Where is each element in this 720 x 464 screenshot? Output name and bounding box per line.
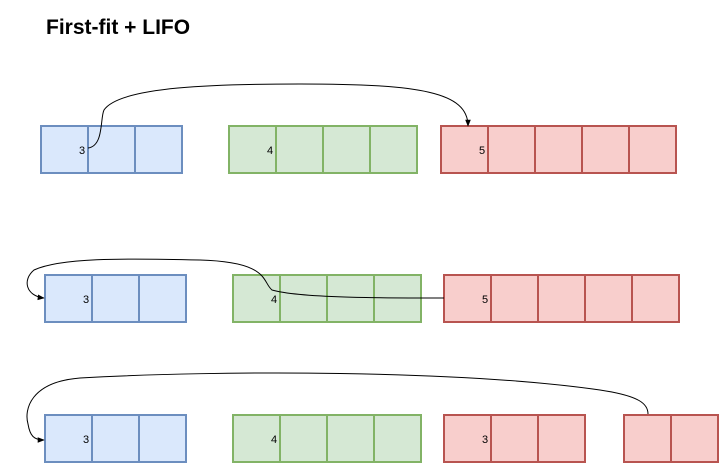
row2-block1-blue: 3: [44, 274, 187, 323]
arrows-layer: [26, 83, 649, 443]
memory-cell: [537, 274, 586, 323]
memory-cell: [138, 414, 187, 463]
row1-arrow: [87, 83, 471, 149]
block-size-label: 3: [79, 145, 85, 157]
memory-cell: [134, 125, 183, 174]
row2-block2-green: 4: [232, 274, 422, 323]
block-size-label: 5: [479, 145, 485, 157]
memory-cell: [279, 274, 328, 323]
row3-block1-blue: 3: [44, 414, 187, 463]
memory-cell: [490, 414, 539, 463]
memory-cell: [534, 125, 583, 174]
row2-block3-red: 5: [443, 274, 680, 323]
block-size-label: 3: [83, 294, 89, 306]
block-size-label: 4: [271, 434, 277, 446]
block-size-label: 5: [482, 294, 488, 306]
memory-cell: [326, 274, 375, 323]
row2-arrow: [26, 258, 445, 301]
block-size-label: 3: [83, 434, 89, 446]
row3-block2-green: 4: [232, 414, 422, 463]
memory-cell: [623, 414, 672, 463]
row3-block4-red: [623, 414, 719, 463]
memory-cell: [44, 414, 93, 463]
memory-cell: [91, 274, 140, 323]
memory-cell: [670, 414, 719, 463]
blocks-layer: 3 4 5 3 4 5 3 4 3: [40, 125, 719, 463]
memory-cell: [232, 274, 281, 323]
memory-cell: [537, 414, 586, 463]
row1-block2-green: 4: [228, 125, 418, 174]
memory-cell: [275, 125, 324, 174]
memory-cell: [228, 125, 277, 174]
row1-block1-blue: 3: [40, 125, 183, 174]
memory-cell: [628, 125, 677, 174]
diagram-title: First-fit + LIFO: [46, 16, 191, 39]
block-size-label: 4: [271, 294, 277, 306]
memory-cell: [279, 414, 328, 463]
memory-cell: [631, 274, 680, 323]
memory-cell: [584, 274, 633, 323]
row3-arrow: [26, 372, 649, 443]
memory-cell: [443, 414, 492, 463]
memory-cell: [490, 274, 539, 323]
memory-cell: [138, 274, 187, 323]
memory-cell: [373, 274, 422, 323]
memory-cell: [322, 125, 371, 174]
memory-cell: [373, 414, 422, 463]
block-size-label: 4: [267, 145, 273, 157]
memory-cell: [91, 414, 140, 463]
memory-cell: [487, 125, 536, 174]
memory-cell: [87, 125, 136, 174]
row3-block3-red: 3: [443, 414, 586, 463]
memory-cell: [581, 125, 630, 174]
memory-cell: [369, 125, 418, 174]
row1-block3-red: 5: [440, 125, 677, 174]
block-size-label: 3: [482, 434, 488, 446]
memory-cell: [326, 414, 375, 463]
